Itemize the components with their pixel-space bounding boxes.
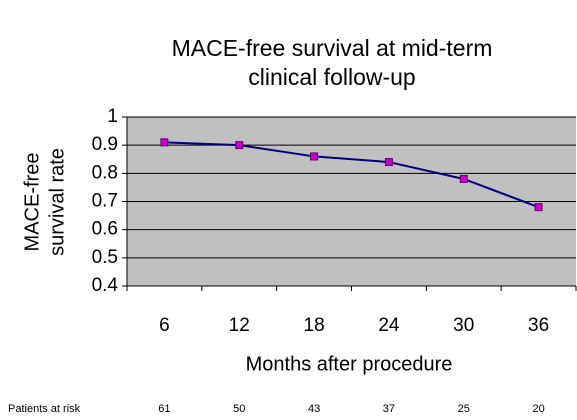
risk-count: 43 xyxy=(308,403,320,415)
y-tick-label: 0.4 xyxy=(92,275,119,296)
point-marker xyxy=(160,138,169,147)
risk-count: 20 xyxy=(532,403,544,415)
risk-count: 37 xyxy=(383,403,395,415)
y-tick-label: 0.8 xyxy=(92,162,118,183)
risk-label: Patients at risk xyxy=(8,403,81,415)
point-marker xyxy=(384,158,393,167)
y-tick-label: 0.9 xyxy=(92,134,118,155)
y-tick-label: 0.7 xyxy=(92,191,118,212)
y-axis-title: survival rate xyxy=(46,148,68,256)
point-marker xyxy=(534,203,543,212)
line-series xyxy=(164,141,539,209)
x-tick-label: 18 xyxy=(304,315,325,336)
x-tick-label: 36 xyxy=(528,315,549,336)
y-axis-title: MACE-free xyxy=(21,153,43,252)
point-marker xyxy=(235,141,244,150)
y-tick-label: 0.6 xyxy=(92,219,118,240)
x-tick-label: 12 xyxy=(229,315,250,336)
risk-count: 50 xyxy=(233,403,245,415)
point-marker xyxy=(310,152,319,161)
chart-title: clinical follow-up xyxy=(248,64,415,90)
risk-count: 25 xyxy=(458,403,470,415)
x-tick-label: 6 xyxy=(159,315,170,336)
x-axis-title: Months after procedure xyxy=(246,353,453,375)
x-tick-label: 30 xyxy=(453,315,474,336)
x-tick-label: 24 xyxy=(378,315,400,336)
chart-title: MACE-free survival at mid-term xyxy=(172,35,493,61)
y-tick-label: 1 xyxy=(107,106,118,127)
risk-count: 61 xyxy=(158,403,170,415)
y-tick-label: 0.5 xyxy=(92,247,118,268)
point-marker xyxy=(459,174,468,183)
